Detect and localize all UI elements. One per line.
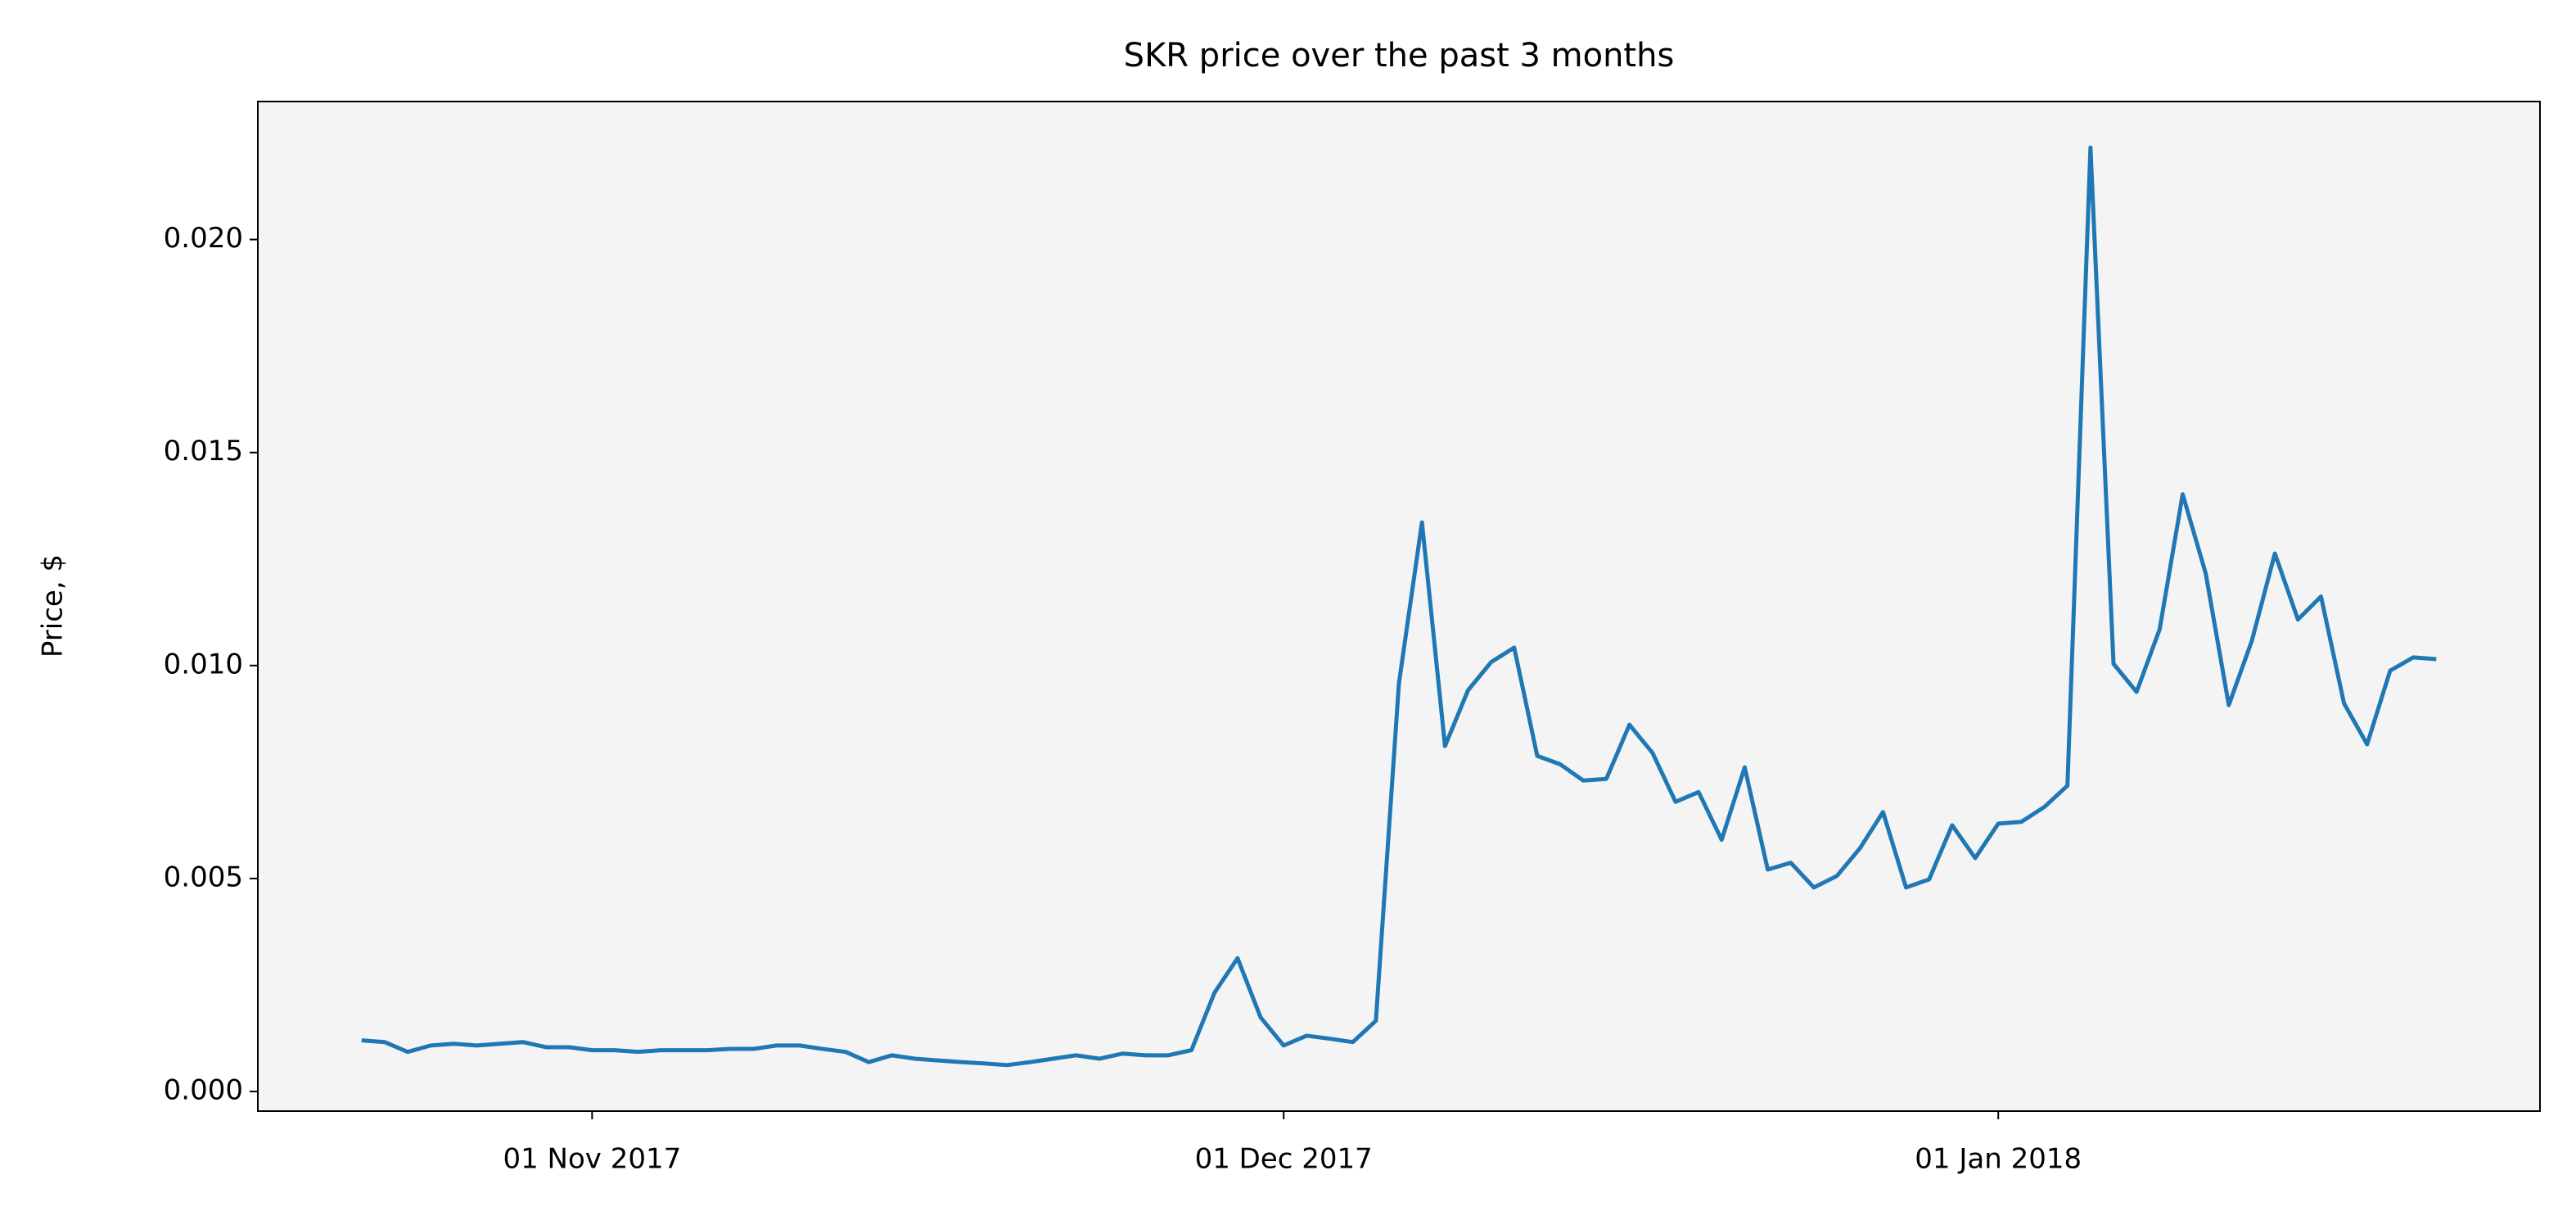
y-tick-label: 0.000: [164, 1074, 243, 1107]
x-tick-label: 01 Jan 2018: [1915, 1143, 2082, 1176]
y-tick-label: 0.010: [164, 648, 243, 680]
plot-area: [258, 102, 2540, 1111]
x-tick-label: 01 Dec 2017: [1195, 1143, 1373, 1176]
y-axis-label: Price, $: [37, 554, 70, 657]
x-tick-label: 01 Nov 2017: [503, 1143, 681, 1176]
price-line: [361, 145, 2437, 1068]
plot-frame: [257, 101, 2541, 1112]
y-tick-label: 0.005: [164, 861, 243, 893]
y-tick-label: 0.015: [164, 435, 243, 468]
chart-title: SKR price over the past 3 months: [1124, 37, 1675, 75]
y-tick-label: 0.020: [164, 222, 243, 255]
